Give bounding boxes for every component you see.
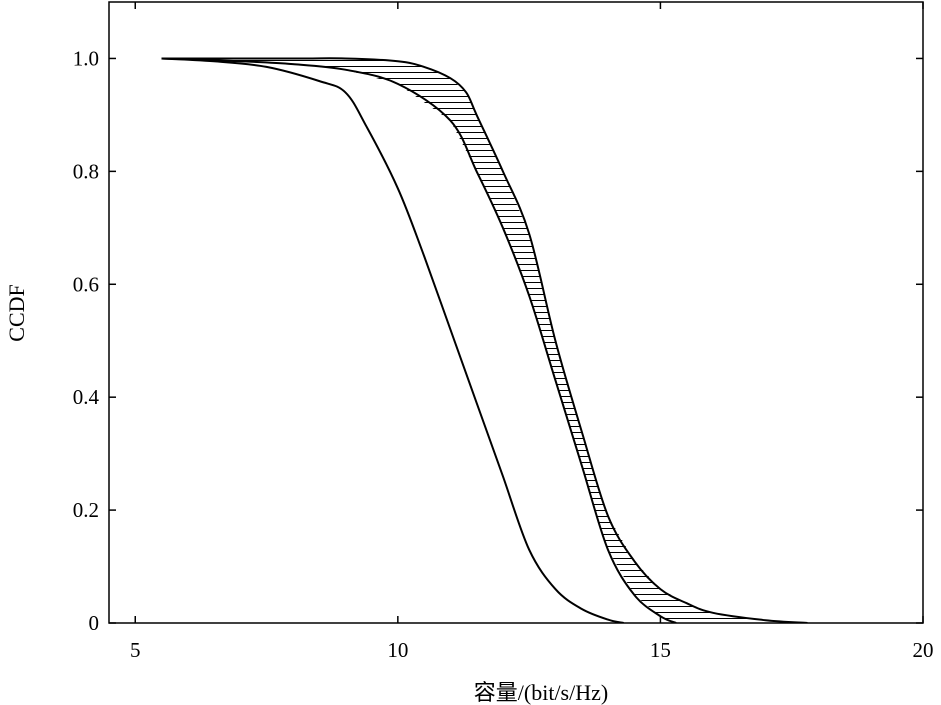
series-line-2 — [161, 57, 677, 623]
y-tick-label: 0.6 — [73, 272, 99, 296]
y-axis-label: CCDF — [4, 284, 29, 341]
y-tick-label: 0.8 — [73, 159, 99, 183]
y-tick-label: 0.2 — [73, 498, 99, 522]
x-tick-label: 5 — [130, 638, 141, 662]
shaded-band — [161, 58, 808, 623]
series-line-1 — [161, 57, 624, 623]
x-tick-label: 10 — [387, 638, 408, 662]
y-tick-label: 1.0 — [73, 46, 99, 70]
y-tick-label: 0 — [89, 611, 100, 635]
x-tick-label: 15 — [650, 638, 671, 662]
plot-area-frame — [108, 1, 924, 624]
x-tick-label: 20 — [913, 638, 934, 662]
series-line-3 — [161, 57, 808, 623]
y-tick-label: 0.4 — [73, 385, 100, 409]
x-axis-label: 容量/(bit/s/Hz) — [474, 680, 608, 705]
